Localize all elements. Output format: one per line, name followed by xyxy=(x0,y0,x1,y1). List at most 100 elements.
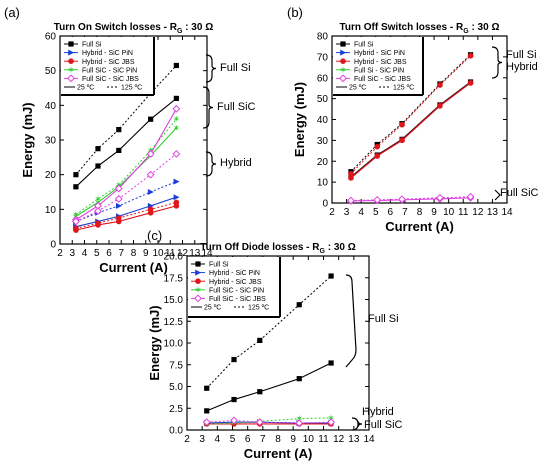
x-tick-label: 2 xyxy=(57,248,63,259)
x-tick-label: 6 xyxy=(388,207,394,218)
data-point xyxy=(114,184,123,193)
y-tick-label: 70 xyxy=(317,52,329,63)
series-line xyxy=(75,118,177,215)
brace-hybrid-c xyxy=(351,417,363,431)
data-point xyxy=(114,195,123,203)
legend-temp-125: 125 ºC xyxy=(393,85,414,92)
data-point xyxy=(399,121,405,128)
legend-label: Full Si xyxy=(354,42,374,49)
x-tick-label: 11 xyxy=(458,207,469,218)
series-line xyxy=(75,153,177,222)
x-tick-label: 9 xyxy=(143,248,149,259)
chart-panel-2: (b)Turn Off Switch losses - RG : 30 Ω2 3 4… xyxy=(287,5,513,234)
data-point: ✶ xyxy=(295,414,303,424)
y-tick-label: 7.5 xyxy=(169,360,183,371)
data-point xyxy=(95,146,101,152)
y-tick-label: 30 xyxy=(45,136,57,147)
panel-label: (b) xyxy=(287,5,303,20)
annotation-full-sic-b: Full SiC xyxy=(500,187,539,199)
legend-marker xyxy=(67,74,75,83)
x-axis-label: Current (A) xyxy=(385,219,454,234)
legend-temp-25: 25 ºC xyxy=(349,85,366,92)
data-point xyxy=(172,104,181,113)
data-point xyxy=(173,95,179,101)
data-point xyxy=(172,149,181,158)
data-point xyxy=(116,202,122,209)
legend-label: Hybrid - SiC JBS xyxy=(82,59,135,66)
series-line xyxy=(206,362,332,412)
legend-box xyxy=(333,37,423,95)
x-tick-label: 14 xyxy=(201,248,213,259)
x-tick-label: 8 xyxy=(131,248,137,259)
data-point xyxy=(95,220,101,226)
chart-panel-3: (c)Turn Off Diode losses - RG : 30 Ω2 3 4 5… xyxy=(147,228,375,461)
data-point xyxy=(73,172,79,178)
x-tick-label: 7 xyxy=(118,248,124,259)
legend-temp-25: 25 ºC xyxy=(77,85,94,92)
panel-label: (c) xyxy=(147,228,162,243)
x-tick-label: 10 xyxy=(152,248,164,259)
brace-full-si-b xyxy=(491,46,503,79)
legend-marker xyxy=(68,49,75,56)
data-point xyxy=(116,147,122,153)
y-tick-label: 0 xyxy=(50,240,56,251)
data-point xyxy=(73,225,79,232)
data-point xyxy=(257,389,263,395)
x-tick-label: 3 xyxy=(69,248,75,259)
data-point xyxy=(467,53,474,59)
y-tick-label: 17.5 xyxy=(164,273,184,284)
x-tick-label: 5 xyxy=(94,248,100,259)
data-point xyxy=(173,62,179,69)
x-tick-label: 7 xyxy=(402,207,408,218)
y-axis-label: Energy (mJ) xyxy=(292,82,307,157)
data-point xyxy=(202,418,211,427)
legend-marker: ✶ xyxy=(67,65,75,75)
data-point xyxy=(437,103,443,109)
data-point xyxy=(348,175,354,181)
data-point xyxy=(173,199,180,206)
data-point xyxy=(296,376,302,382)
y-tick-label: 15.0 xyxy=(164,295,184,306)
legend-marker: ✶ xyxy=(194,285,202,295)
legend-marker xyxy=(68,58,74,64)
x-tick-label: 3 xyxy=(344,207,350,218)
legend-temp-25: 25 ºC xyxy=(204,305,221,312)
y-tick-label: 80 xyxy=(317,32,329,43)
y-tick-label: 0 xyxy=(322,199,328,210)
legend-marker xyxy=(340,58,346,64)
data-point xyxy=(73,184,79,190)
x-tick-label: 12 xyxy=(333,434,345,445)
data-point xyxy=(348,170,354,177)
x-tick-label: 13 xyxy=(348,434,360,445)
data-point xyxy=(95,163,101,169)
legend-label: Hybrid - SiC PiN xyxy=(82,50,133,57)
data-point xyxy=(327,418,335,427)
x-tick-label: 2 xyxy=(184,434,190,445)
brace-full-sic-b xyxy=(494,189,501,201)
y-tick-label: 10 xyxy=(45,205,57,216)
annotation-full-sic-c: Full SiC xyxy=(364,419,403,431)
x-tick-label: 4 xyxy=(358,207,364,218)
data-point xyxy=(466,192,475,201)
y-tick-label: 40 xyxy=(45,101,57,112)
annotation-hybrid-a: Hybrid xyxy=(220,157,252,169)
brace-full-si-c xyxy=(345,274,357,368)
data-point xyxy=(147,206,154,213)
y-tick-label: 0.0 xyxy=(169,426,183,437)
data-point xyxy=(146,149,155,158)
data-point xyxy=(295,419,304,427)
series-line xyxy=(350,54,471,173)
x-tick-label: 12 xyxy=(472,207,484,218)
legend-marker xyxy=(195,269,202,276)
data-point xyxy=(146,170,155,179)
data-point xyxy=(148,116,154,122)
data-point xyxy=(437,82,443,88)
legend-marker xyxy=(339,74,347,83)
data-point xyxy=(467,80,474,86)
x-tick-label: 13 xyxy=(189,248,201,259)
panel-label: (a) xyxy=(4,5,20,20)
data-point xyxy=(231,356,237,363)
data-point: ✶ xyxy=(173,114,181,124)
